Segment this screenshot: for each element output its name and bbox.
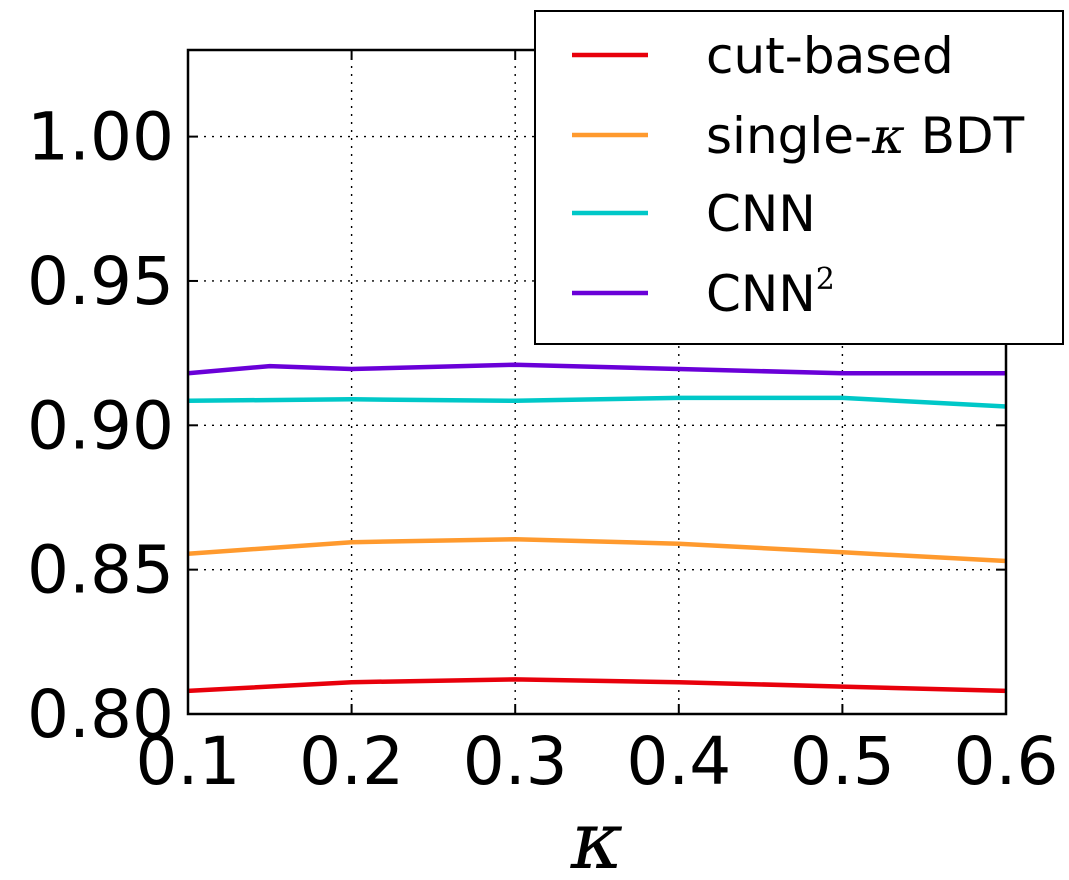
legend-label-base: CNN [706, 265, 816, 323]
series-line-2 [187, 395, 1007, 409]
x-tick-labels: 0.1 0.2 0.3 0.4 0.5 0.6 [136, 723, 1059, 800]
x-tick-label: 0.2 [299, 723, 404, 800]
legend-box [534, 10, 1064, 345]
legend-label: cut-based [706, 27, 954, 85]
x-tick-label: 0.1 [136, 723, 241, 800]
y-tick-labels: 0.80 0.85 0.90 0.95 1.00 [27, 99, 174, 753]
series-line-3 [187, 362, 1006, 376]
x-tick-label: 0.6 [954, 723, 1059, 800]
legend-label-suffix: BDT [905, 107, 1025, 165]
legend-label-prefix: single- [706, 107, 872, 165]
y-tick-label: 0.85 [27, 532, 174, 609]
x-tick-label: 0.5 [790, 723, 895, 800]
y-tick-label: 0.80 [27, 676, 174, 753]
x-tick-label: 0.3 [463, 723, 568, 800]
x-tick-label: 0.4 [626, 723, 731, 800]
y-tick-label: 0.95 [27, 243, 174, 320]
y-tick-label: 1.00 [27, 99, 174, 176]
series-line-0 [187, 677, 1007, 694]
legend-label-superscript: 2 [816, 262, 835, 297]
y-tick-label: 0.90 [27, 387, 174, 464]
legend-item: CNN2 [572, 262, 835, 323]
legend-item: CNN [572, 185, 816, 243]
x-axis-label: κ [570, 794, 623, 880]
series-line-1 [187, 537, 1007, 564]
series-lines [187, 362, 1007, 694]
legend-label: single-κ BDT [706, 107, 1025, 165]
legend-item: cut-based [572, 27, 954, 85]
legend-label-symbol: κ [871, 107, 905, 165]
legend-item: single-κ BDT [572, 107, 1025, 165]
legend-label: CNN [706, 185, 816, 243]
legend-label: CNN2 [706, 262, 835, 323]
